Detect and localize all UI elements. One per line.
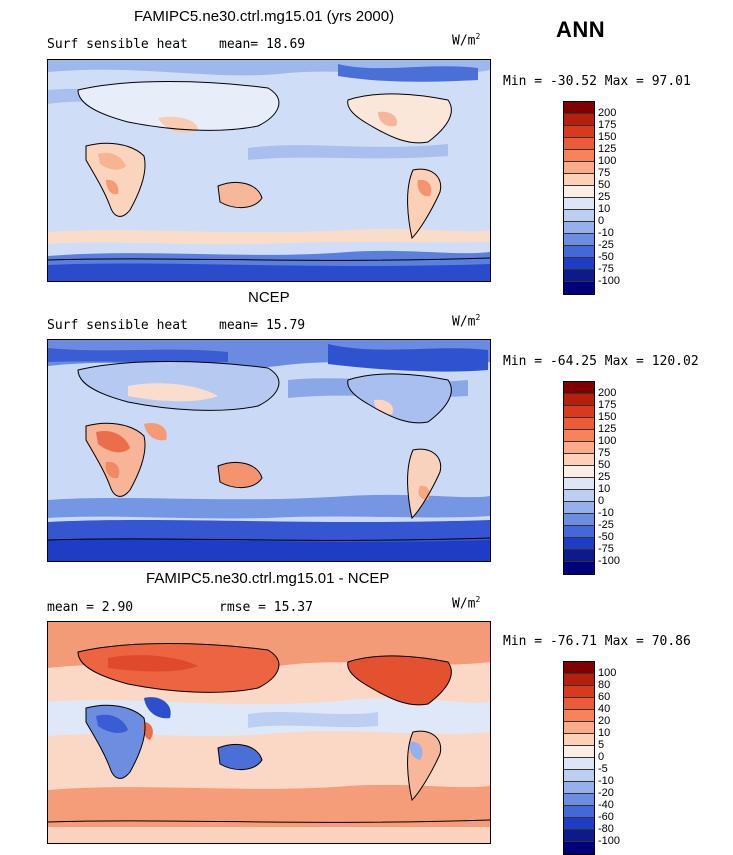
panel3-colorbar-label: 10 (598, 727, 611, 739)
panel1-mean-value: mean= 18.69 (219, 37, 306, 52)
panel1-colorbar-label: -25 (598, 239, 614, 251)
panel3-colorbar-label: 80 (598, 679, 611, 691)
panel3-colorbar-label: 5 (598, 739, 605, 751)
panel2-colorbar-label: 10 (598, 483, 611, 495)
panel2-colorbar-label: -100 (598, 555, 621, 567)
panel1-colorbar-label: 150 (598, 131, 617, 143)
panel1-colorbar-label: 175 (598, 119, 617, 131)
panel1-colorbar-label: 100 (598, 155, 617, 167)
panel3-colorbar-label: -20 (598, 787, 614, 799)
panel2-colorbar-label: -50 (598, 531, 614, 543)
panel1-colorbar-label: 25 (598, 191, 611, 203)
panel3-rmse-value: rmse = 15.37 (219, 600, 313, 615)
panel1-colorbar-label: 0 (598, 215, 605, 227)
panel1-colorbar-label: 125 (598, 143, 617, 155)
panel3-min-max: Min = -76.71 Max = 70.86 (503, 634, 691, 649)
season-label: ANN (556, 17, 606, 42)
panel2-colorbar-label: 175 (598, 399, 617, 411)
panel3-colorbar (563, 661, 595, 855)
panel2-units: W/m2 (452, 313, 481, 330)
panel3-colorbar-label: 20 (598, 715, 611, 727)
panel2-colorbar-label: -25 (598, 519, 614, 531)
panel3-colorbar-label: -60 (598, 811, 614, 823)
panel3-colorbar-label: -80 (598, 823, 614, 835)
panel2-variable-label: Surf sensible heat (47, 318, 188, 333)
panel2-colorbar (563, 381, 595, 575)
panel3-mean-value: mean = 2.90 (47, 600, 134, 615)
panel1-colorbar-label: 200 (598, 107, 617, 119)
panel1-colorbar-label: 10 (598, 203, 611, 215)
panel1-variable-label: Surf sensible heat (47, 37, 188, 52)
panel2-colorbar-label: 125 (598, 423, 617, 435)
panel1-colorbar-label: 75 (598, 167, 611, 179)
panel1-title: FAMIPC5.ne30.ctrl.mg15.01 (yrs 2000) (134, 8, 395, 25)
panel1-min-max: Min = -30.52 Max = 97.01 (503, 74, 691, 89)
panel2-colorbar-label: 150 (598, 411, 617, 423)
panel2-colorbar-label: 100 (598, 435, 617, 447)
panel1-colorbar-label: -100 (598, 275, 621, 287)
panel3-colorbar-label: -100 (598, 835, 621, 847)
panel1-colorbar-label: -75 (598, 263, 614, 275)
panel2-title: NCEP (248, 289, 290, 306)
panel3-title: FAMIPC5.ne30.ctrl.mg15.01 - NCEP (146, 570, 390, 587)
panel2-colorbar-label: 75 (598, 447, 611, 459)
panel2-colorbar-label: 200 (598, 387, 617, 399)
panel2-map (47, 339, 491, 562)
panel2-colorbar-label: 50 (598, 459, 611, 471)
panel1-units: W/m2 (452, 32, 481, 49)
panel3-map (47, 621, 491, 844)
panel2-colorbar-label: -75 (598, 543, 614, 555)
panel1-colorbar (563, 101, 595, 295)
panel3-colorbar-label: -10 (598, 775, 614, 787)
panel2-colorbar-label: 25 (598, 471, 611, 483)
panel3-colorbar-label: 0 (598, 751, 605, 763)
panel3-colorbar-label: 40 (598, 703, 611, 715)
panel3-colorbar-label: -5 (598, 763, 608, 775)
panel3-colorbar-label: 60 (598, 691, 611, 703)
panel1-colorbar-label: -50 (598, 251, 614, 263)
panel1-colorbar-label: 50 (598, 179, 611, 191)
panel2-min-max: Min = -64.25 Max = 120.02 (503, 354, 699, 369)
panel3-colorbar-label: 100 (598, 667, 617, 679)
panel2-mean-value: mean= 15.79 (219, 318, 306, 333)
panel1-colorbar-label: -10 (598, 227, 614, 239)
panel2-colorbar-label: 0 (598, 495, 605, 507)
panel3-units: W/m2 (452, 595, 481, 612)
panel2-colorbar-label: -10 (598, 507, 614, 519)
panel3-colorbar-label: -40 (598, 799, 614, 811)
panel1-map (47, 59, 491, 282)
